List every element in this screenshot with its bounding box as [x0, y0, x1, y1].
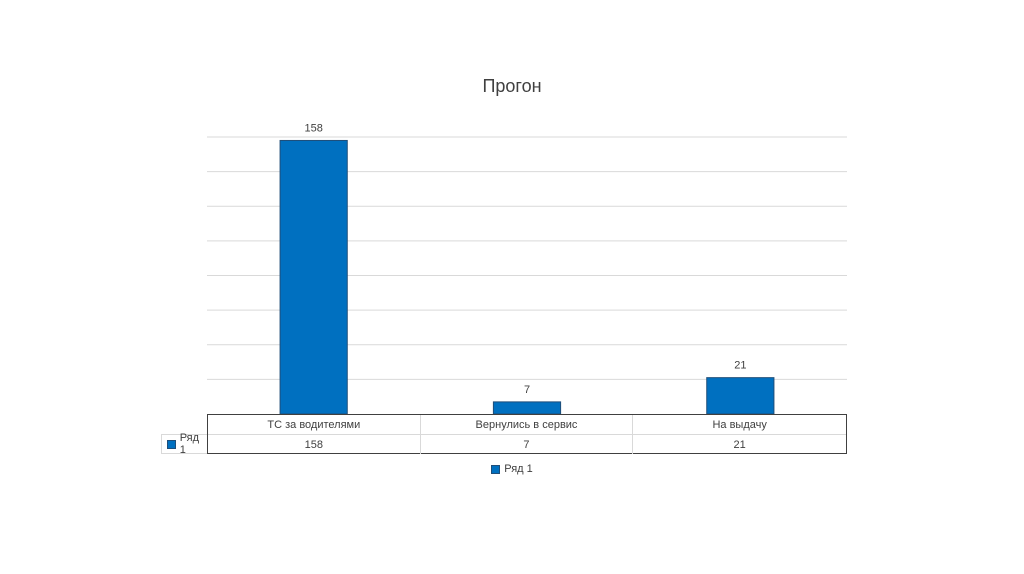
- data-table-series-name: Ряд 1: [179, 432, 200, 456]
- bars: [279, 139, 775, 415]
- data-table-value: 158: [208, 435, 421, 454]
- data-table: ТС за водителями Вернулись в сервис На в…: [207, 414, 847, 454]
- legend: Ряд 1: [0, 463, 1024, 475]
- gridlines: [207, 136, 847, 380]
- series-swatch: [167, 439, 176, 449]
- data-table-value: 7: [421, 435, 634, 454]
- data-table-category: ТС за водителями: [208, 415, 421, 435]
- bar: [706, 377, 775, 415]
- bar-value-label: 158: [304, 122, 322, 134]
- chart-title: Прогон: [482, 76, 542, 96]
- data-table-category: Вернулись в сервис: [420, 415, 634, 435]
- data-labels: 158 7 21: [304, 122, 746, 395]
- data-table-series-key: Ряд 1: [161, 432, 207, 456]
- data-table-category: На выдачу: [633, 415, 846, 435]
- bar-value-label: 7: [524, 384, 530, 396]
- bar: [279, 139, 348, 415]
- legend-label: Ряд 1: [504, 463, 533, 475]
- data-table-value: 21: [733, 438, 746, 451]
- bar-value-label: 21: [734, 360, 746, 372]
- bar: [492, 401, 562, 415]
- legend-swatch: [491, 464, 501, 474]
